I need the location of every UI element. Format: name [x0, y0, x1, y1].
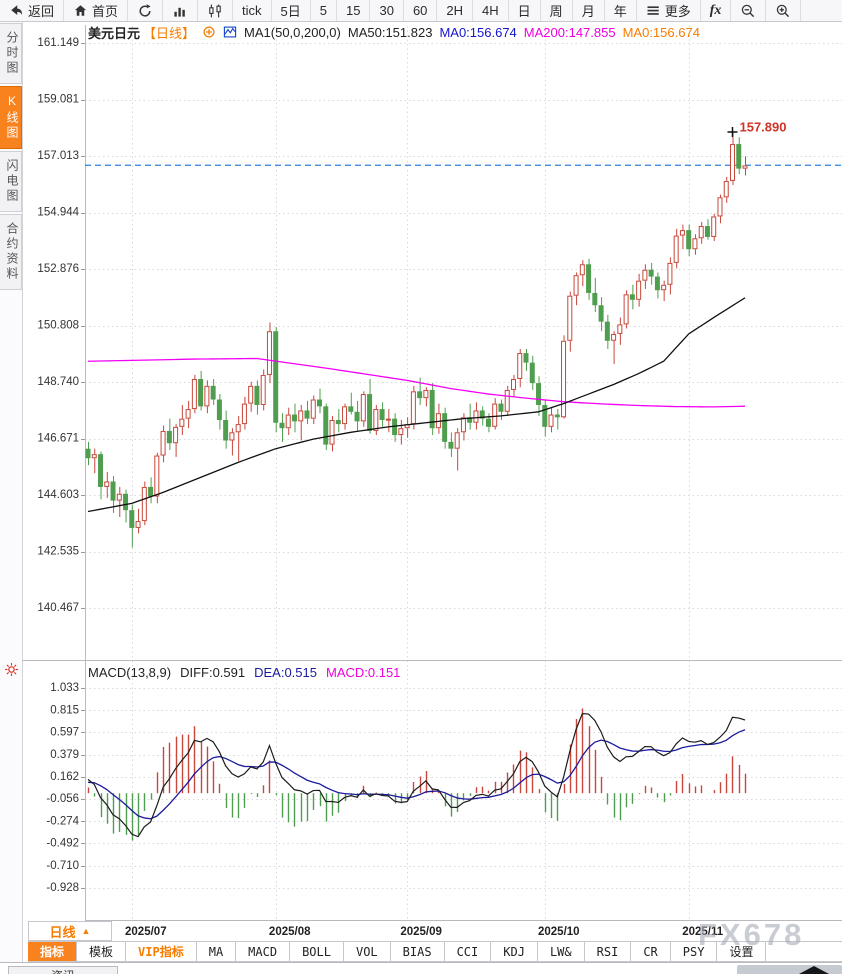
interval-tick-button-label: tick: [242, 3, 262, 18]
interval-tick-button[interactable]: tick: [233, 0, 272, 21]
scroll-up-arrow-icon: [799, 966, 829, 974]
chart-type-sidebar: 分时图 K线图 闪电图 合约资料: [0, 22, 23, 962]
refresh-icon: [137, 3, 153, 19]
back-arrow-icon: [9, 3, 24, 18]
indicator-tab-cci[interactable]: CCI: [445, 942, 492, 961]
interval-5m-button-label: 5: [319, 3, 327, 18]
sidebar-tab-contract-info[interactable]: 合约资料: [0, 214, 22, 290]
ma200-value: MA200:147.855: [523, 24, 616, 40]
macd-legend: MACD(13,8,9) DIFF:0.591 DEA:0.515 MACD:0…: [88, 664, 400, 680]
indicator-tab-boll[interactable]: BOLL: [290, 942, 344, 961]
top-toolbar: 返回 首页 tick 5日 5 15 30 60 2H 4H 日 周 月 年 更多 fx: [0, 0, 842, 22]
circle-plus-icon[interactable]: [202, 25, 216, 39]
interval-2h-button-label: 2H: [446, 3, 464, 18]
interval-15m-button-label: 15: [346, 3, 361, 18]
interval-5d-button[interactable]: 5日: [272, 0, 311, 21]
interval-day-button-label: 日: [517, 4, 531, 19]
interval-week-button-label: 周: [549, 4, 563, 19]
sparkline-icon[interactable]: [223, 25, 237, 39]
indicator-tab-rsi[interactable]: RSI: [585, 942, 632, 961]
ma-settings: MA1(50,0,200,0): [244, 24, 341, 40]
formula-button[interactable]: fx: [701, 0, 732, 21]
interval-week-button[interactable]: 周: [541, 0, 573, 21]
interval-2h-button[interactable]: 2H: [437, 0, 474, 21]
interval-4h-button[interactable]: 4H: [473, 0, 509, 21]
interval-60m-button[interactable]: 60: [404, 0, 438, 21]
sun-icon[interactable]: [4, 662, 19, 682]
chart-type-candle-button[interactable]: [198, 0, 234, 21]
home-button-label: 首页: [92, 4, 119, 19]
period-dropdown-label: 日线: [49, 924, 76, 940]
ma0-blue-value: MA0:156.674: [439, 24, 517, 40]
interval-60m-button-label: 60: [412, 3, 428, 18]
partial-bottom-tab[interactable]: 资讯: [8, 966, 118, 974]
more-button-label: 更多: [664, 4, 691, 19]
interval-day-button[interactable]: 日: [509, 0, 541, 21]
zoom-out-icon: [740, 3, 756, 19]
home-icon: [73, 3, 88, 18]
indicator-tab-ma[interactable]: MA: [197, 942, 237, 961]
horizontal-scrollbar[interactable]: [737, 965, 842, 974]
sidebar-tab-lightning-chart[interactable]: 闪电图: [0, 151, 22, 212]
indicator-tab-macd[interactable]: MACD: [236, 942, 291, 961]
indicator-tab-psy[interactable]: PSY: [671, 942, 718, 961]
more-button[interactable]: 更多: [637, 0, 701, 21]
menu-icon: [646, 3, 661, 18]
sidebar-tab-time-share-chart[interactable]: 分时图: [0, 23, 22, 84]
zoom-out-button[interactable]: [731, 0, 767, 21]
indicator-tab-indicators[interactable]: 指标: [28, 942, 78, 961]
interval-5m-button[interactable]: 5: [311, 0, 337, 21]
macd-macd-value: MACD:0.151: [325, 664, 401, 680]
interval-month-button-label: 月: [581, 4, 595, 19]
period-tag: 【日线】: [143, 25, 196, 41]
indicator-tab-bias[interactable]: BIAS: [391, 942, 445, 961]
indicator-tab-bar: 指标 模板 VIP指标 MA MACD BOLL VOL BIAS CCI KDJ LW& RSI CR…: [28, 941, 842, 962]
home-button[interactable]: 首页: [64, 0, 129, 21]
indicator-tab-kdj[interactable]: KDJ: [491, 942, 538, 961]
indicator-tab-lwr[interactable]: LW&: [538, 942, 585, 961]
main-chart-legend: 美元日元 【日线】 MA1(50,0,200,0) MA50:151.823 M…: [88, 24, 700, 41]
interval-30m-button[interactable]: 30: [370, 0, 404, 21]
indicator-tab-vol[interactable]: VOL: [344, 942, 391, 961]
fx-icon: fx: [709, 2, 722, 18]
ma50-value: MA50:151.823: [347, 24, 433, 40]
interval-year-button-label: 年: [613, 4, 627, 19]
zoom-in-button[interactable]: [766, 0, 802, 21]
indicator-tab-vip-indicators[interactable]: VIP指标: [126, 942, 197, 961]
refresh-button[interactable]: [128, 0, 164, 21]
interval-month-button[interactable]: 月: [573, 0, 605, 21]
candlestick-icon: [207, 3, 223, 19]
sidebar-tab-kline-chart[interactable]: K线图: [0, 86, 22, 149]
interval-15m-button[interactable]: 15: [337, 0, 371, 21]
interval-30m-button-label: 30: [379, 3, 394, 18]
watermark: FX678: [698, 917, 805, 952]
back-button[interactable]: 返回: [0, 0, 65, 21]
bottom-strip: 资讯: [0, 962, 842, 974]
zoom-in-icon: [775, 3, 791, 19]
macd-dea-value: DEA:0.515: [254, 664, 317, 680]
interval-4h-button-label: 4H: [482, 3, 499, 18]
macd-diff-value: DIFF:0.591: [180, 664, 246, 680]
indicator-tab-cr[interactable]: CR: [631, 942, 671, 961]
indicator-tab-settings[interactable]: 设置: [717, 942, 767, 961]
triangle-up-icon: ▲: [81, 926, 91, 936]
price-macd-chart[interactable]: [22, 22, 842, 962]
chart-type-bar-button[interactable]: [163, 0, 199, 21]
bar-chart-icon: [172, 3, 188, 19]
indicator-tab-templates[interactable]: 模板: [77, 942, 127, 961]
partial-bottom-tab-label: 资讯: [51, 969, 75, 974]
ma0-orange-value: MA0:156.674: [622, 24, 700, 40]
symbol-name: 美元日元: [88, 25, 141, 41]
back-button-label: 返回: [28, 4, 55, 19]
period-dropdown-button[interactable]: 日线 ▲: [28, 921, 112, 941]
interval-year-button[interactable]: 年: [605, 0, 637, 21]
interval-5d-button-label: 5日: [280, 4, 301, 19]
macd-title: MACD(13,8,9): [88, 664, 172, 680]
